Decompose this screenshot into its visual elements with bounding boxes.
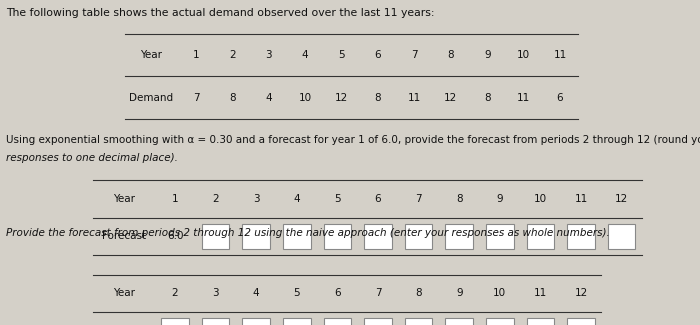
Text: responses to one decimal place).: responses to one decimal place). [6,153,178,163]
Text: Provide the forecast from periods 2 through 12 using the naive approach (enter y: Provide the forecast from periods 2 thro… [6,227,609,238]
Text: 6: 6 [334,288,341,298]
Text: 12: 12 [335,93,348,102]
FancyBboxPatch shape [283,318,311,325]
Text: 10: 10 [299,93,312,102]
Text: 4: 4 [265,93,272,102]
Text: 8: 8 [415,288,422,298]
FancyBboxPatch shape [567,224,595,249]
Text: 3: 3 [265,50,272,60]
Text: 7: 7 [415,194,422,204]
FancyBboxPatch shape [405,224,433,249]
Text: 3: 3 [212,288,219,298]
Text: 4: 4 [253,288,260,298]
FancyBboxPatch shape [405,318,433,325]
Text: 10: 10 [534,194,547,204]
Text: 1: 1 [172,194,178,204]
FancyBboxPatch shape [526,318,554,325]
Text: 8: 8 [229,93,236,102]
Text: 6.0: 6.0 [167,231,183,241]
Text: Demand: Demand [129,93,174,102]
Text: 12: 12 [575,288,587,298]
Text: Year: Year [140,50,162,60]
Text: 8: 8 [447,50,454,60]
Text: 12: 12 [615,194,628,204]
Text: 8: 8 [484,93,491,102]
FancyBboxPatch shape [283,224,311,249]
Text: 5: 5 [338,50,345,60]
Text: The following table shows the actual demand observed over the last 11 years:: The following table shows the actual dem… [6,8,434,18]
FancyBboxPatch shape [364,318,392,325]
Text: 8: 8 [374,93,382,102]
FancyBboxPatch shape [161,318,189,325]
FancyBboxPatch shape [202,318,230,325]
Text: 8: 8 [456,194,463,204]
Text: Using exponential smoothing with α = 0.30 and a forecast for year 1 of 6.0, prov: Using exponential smoothing with α = 0.3… [6,135,700,145]
Text: Year: Year [113,288,135,298]
Text: 2: 2 [212,194,219,204]
Text: 11: 11 [517,93,530,102]
Text: 6: 6 [556,93,564,102]
Text: Year: Year [113,194,135,204]
FancyBboxPatch shape [567,318,595,325]
Text: 7: 7 [193,93,200,102]
Text: 10: 10 [517,50,530,60]
Text: 9: 9 [496,194,503,204]
Text: 11: 11 [408,93,421,102]
FancyBboxPatch shape [445,318,473,325]
Text: 6: 6 [374,194,382,204]
Text: 3: 3 [253,194,260,204]
Text: 12: 12 [444,93,457,102]
Text: 7: 7 [374,288,382,298]
Text: 6: 6 [374,50,382,60]
Text: 11: 11 [534,288,547,298]
Text: 9: 9 [456,288,463,298]
FancyBboxPatch shape [242,224,270,249]
Text: 11: 11 [554,50,566,60]
Text: 1: 1 [193,50,200,60]
Text: 2: 2 [172,288,178,298]
FancyBboxPatch shape [323,224,351,249]
FancyBboxPatch shape [364,224,392,249]
FancyBboxPatch shape [202,224,230,249]
FancyBboxPatch shape [323,318,351,325]
Text: 5: 5 [334,194,341,204]
Text: 10: 10 [494,288,506,298]
Text: 4: 4 [302,50,309,60]
FancyBboxPatch shape [486,318,514,325]
FancyBboxPatch shape [526,224,554,249]
Text: 9: 9 [484,50,491,60]
FancyBboxPatch shape [486,224,514,249]
Text: 4: 4 [293,194,300,204]
FancyBboxPatch shape [445,224,473,249]
Text: 2: 2 [229,50,236,60]
Text: Forecast: Forecast [102,231,146,241]
Text: 7: 7 [411,50,418,60]
FancyBboxPatch shape [242,318,270,325]
Text: 5: 5 [293,288,300,298]
Text: 11: 11 [575,194,587,204]
FancyBboxPatch shape [608,224,636,249]
